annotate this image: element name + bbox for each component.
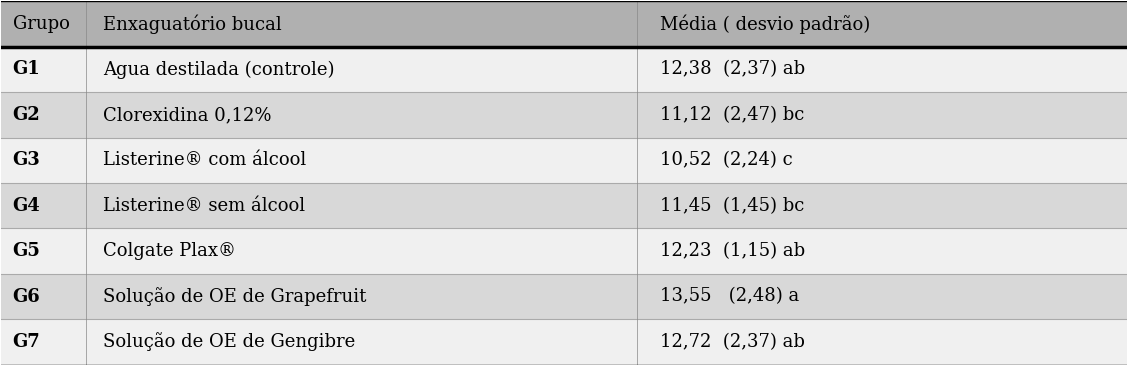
Text: 12,23  (1,15) ab: 12,23 (1,15) ab bbox=[660, 242, 804, 260]
Text: 11,12  (2,47) bc: 11,12 (2,47) bc bbox=[660, 106, 804, 124]
Text: Agua destilada (controle): Agua destilada (controle) bbox=[103, 60, 334, 79]
Text: G7: G7 bbox=[12, 333, 41, 351]
Bar bbox=[1, 228, 1127, 274]
Bar bbox=[1, 138, 1127, 183]
Text: 12,72  (2,37) ab: 12,72 (2,37) ab bbox=[660, 333, 804, 351]
Text: Listerine® sem álcool: Listerine® sem álcool bbox=[103, 197, 305, 215]
Bar bbox=[1, 183, 1127, 228]
Bar bbox=[1, 92, 1127, 138]
Text: G3: G3 bbox=[12, 151, 41, 169]
Bar bbox=[1, 1, 1127, 47]
Text: 12,38  (2,37) ab: 12,38 (2,37) ab bbox=[660, 60, 804, 78]
Text: Colgate Plax®: Colgate Plax® bbox=[103, 242, 236, 260]
Text: Média ( desvio padrão): Média ( desvio padrão) bbox=[660, 14, 870, 34]
Text: Enxaguatório bucal: Enxaguatório bucal bbox=[103, 14, 281, 34]
Bar bbox=[1, 319, 1127, 365]
Text: 10,52  (2,24) c: 10,52 (2,24) c bbox=[660, 151, 792, 169]
Text: Clorexidina 0,12%: Clorexidina 0,12% bbox=[103, 106, 271, 124]
Bar bbox=[1, 47, 1127, 92]
Text: G1: G1 bbox=[12, 60, 41, 78]
Text: G4: G4 bbox=[12, 197, 41, 215]
Text: Listerine® com álcool: Listerine® com álcool bbox=[103, 151, 306, 169]
Text: G5: G5 bbox=[12, 242, 41, 260]
Text: G6: G6 bbox=[12, 288, 41, 306]
Text: Solução de OE de Gengibre: Solução de OE de Gengibre bbox=[103, 332, 355, 351]
Bar bbox=[1, 274, 1127, 319]
Text: Grupo: Grupo bbox=[12, 15, 70, 33]
Text: 11,45  (1,45) bc: 11,45 (1,45) bc bbox=[660, 197, 804, 215]
Text: G2: G2 bbox=[12, 106, 41, 124]
Text: 13,55   (2,48) a: 13,55 (2,48) a bbox=[660, 288, 799, 306]
Text: Solução de OE de Grapefruit: Solução de OE de Grapefruit bbox=[103, 287, 365, 306]
